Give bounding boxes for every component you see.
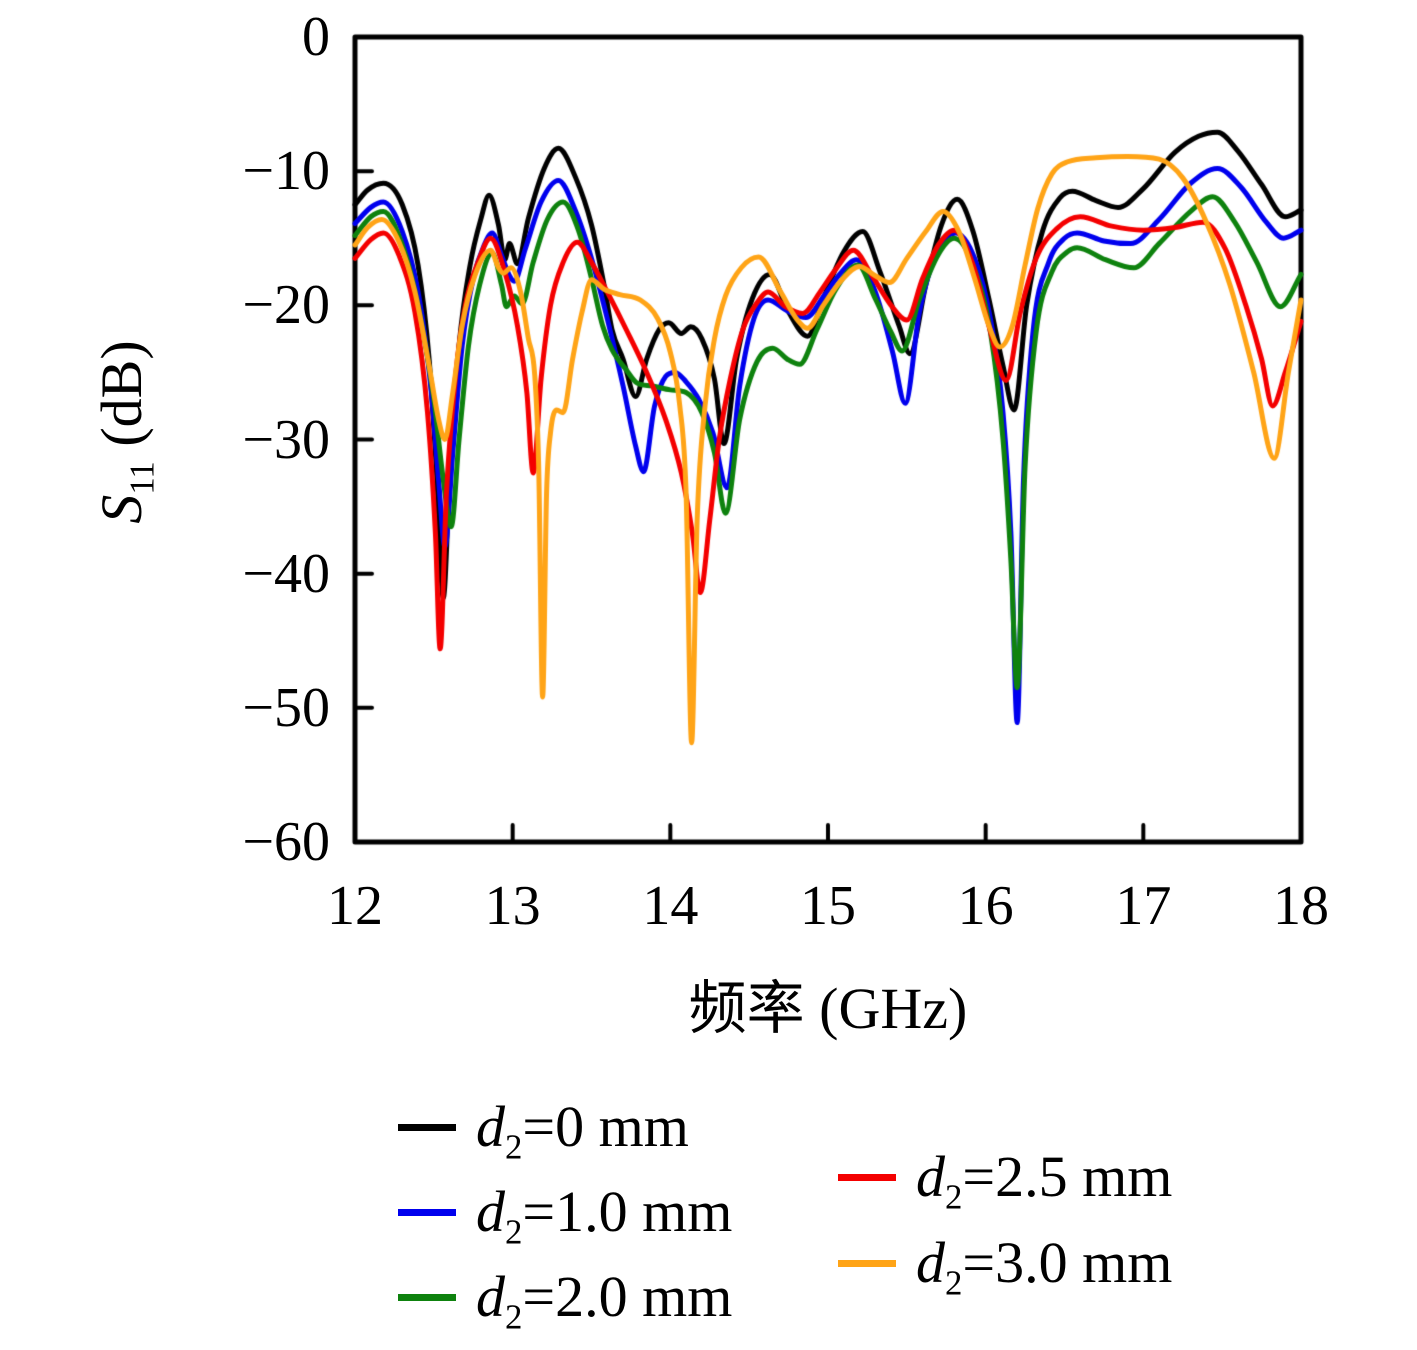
y-tick-label: −40: [242, 542, 330, 605]
x-tick-label: 14: [642, 875, 699, 937]
legend-item: d2=0 mm: [398, 1094, 689, 1165]
legend-label-variable: d: [916, 1144, 945, 1209]
x-tick-label: 18: [1273, 875, 1329, 937]
y-axis-unit: (dB): [89, 340, 154, 462]
legend-line-swatch: [398, 1123, 456, 1131]
legend-item: d2=2.5 mm: [838, 1144, 1173, 1215]
legend-label: d2=3.0 mm: [916, 1230, 1173, 1301]
legend-label-subscript: 2: [505, 1212, 523, 1252]
x-tick-label: 12: [327, 875, 383, 937]
legend-label-value: =2.5 mm: [962, 1144, 1173, 1209]
legend-item: d2=1.0 mm: [398, 1179, 733, 1250]
legend-label: d2=0 mm: [476, 1094, 689, 1165]
legend-label-variable: d: [916, 1230, 945, 1295]
x-axis-title: 频率 (GHz): [688, 976, 968, 1041]
legend-label-subscript: 2: [505, 1297, 523, 1337]
x-tick-label: 13: [484, 875, 541, 937]
legend-label: d2=2.5 mm: [916, 1144, 1173, 1215]
y-axis-title: S11 (dB): [89, 232, 162, 632]
y-tick-label: −10: [242, 140, 330, 203]
legend-label-value: =3.0 mm: [962, 1230, 1173, 1295]
legend-label-subscript: 2: [505, 1127, 523, 1167]
legend-label-variable: d: [476, 1179, 505, 1244]
legend-label-variable: d: [476, 1264, 505, 1329]
legend-line-swatch: [398, 1208, 456, 1216]
x-tick-label: 16: [957, 875, 1014, 937]
x-tick-label: 15: [800, 875, 856, 937]
legend-label-value: =1.0 mm: [522, 1179, 733, 1244]
y-axis-symbol: S: [89, 494, 154, 524]
x-tick-label: 17: [1115, 875, 1172, 937]
y-tick-label: −60: [242, 811, 330, 873]
legend-label-subscript: 2: [945, 1263, 963, 1303]
legend-item: d2=2.0 mm: [398, 1264, 733, 1335]
y-axis-subscript: 11: [122, 461, 162, 495]
y-tick-label: −50: [242, 676, 330, 739]
legend-item: d2=3.0 mm: [838, 1230, 1173, 1301]
legend-label: d2=2.0 mm: [476, 1264, 733, 1335]
legend-line-swatch: [398, 1293, 456, 1301]
y-tick-label: −30: [242, 408, 330, 471]
legend-label-subscript: 2: [945, 1177, 963, 1217]
legend-line-swatch: [838, 1259, 896, 1267]
legend-label-variable: d: [476, 1094, 505, 1159]
y-tick-label: −20: [242, 274, 330, 337]
legend-line-swatch: [838, 1173, 896, 1181]
legend-label: d2=1.0 mm: [476, 1179, 733, 1250]
legend-label-value: =0 mm: [522, 1094, 689, 1159]
y-tick-label: 0: [302, 6, 330, 68]
legend-label-value: =2.0 mm: [522, 1264, 733, 1329]
